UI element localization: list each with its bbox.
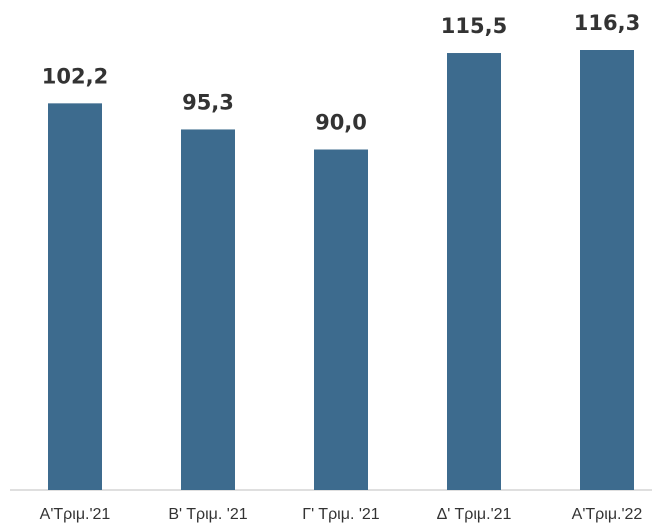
x-tick-label: Α'Τριμ.'21 — [40, 506, 111, 523]
value-label: 90,0 — [315, 111, 367, 135]
bar — [580, 50, 634, 490]
bar — [48, 103, 102, 491]
bar — [314, 149, 368, 491]
x-tick-label: Β' Τριμ. '21 — [168, 506, 247, 523]
value-label: 116,3 — [574, 11, 640, 35]
x-tick-label: Δ' Τριμ.'21 — [437, 506, 512, 523]
x-tick-label: Γ' Τριμ. '21 — [302, 506, 380, 523]
value-label: 115,5 — [441, 14, 507, 38]
bar — [181, 129, 235, 490]
bar — [447, 53, 501, 490]
x-tick-label: Α'Τριμ.'22 — [572, 506, 643, 523]
value-label: 95,3 — [182, 90, 234, 114]
value-label: 102,2 — [42, 64, 108, 88]
